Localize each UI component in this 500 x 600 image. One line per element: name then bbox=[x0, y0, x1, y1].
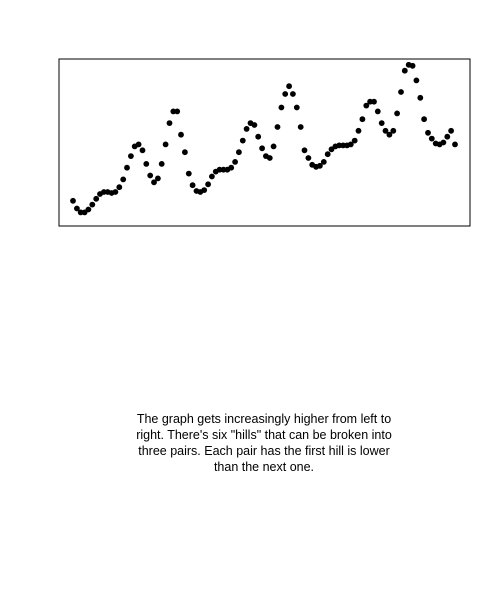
data-point bbox=[205, 181, 212, 188]
data-point bbox=[324, 151, 331, 158]
data-point bbox=[155, 175, 161, 182]
data-point bbox=[301, 147, 308, 154]
data-point bbox=[158, 161, 165, 167]
data-point bbox=[305, 155, 312, 161]
data-points bbox=[70, 61, 458, 216]
data-point bbox=[359, 116, 366, 123]
data-point bbox=[270, 143, 277, 150]
data-point bbox=[371, 98, 377, 105]
data-point bbox=[347, 141, 354, 148]
data-point bbox=[394, 110, 400, 117]
data-point bbox=[374, 108, 381, 115]
data-point bbox=[139, 147, 146, 154]
data-point bbox=[135, 141, 142, 148]
data-point bbox=[143, 161, 150, 167]
data-point bbox=[89, 201, 96, 208]
data-point bbox=[320, 159, 327, 165]
data-point bbox=[124, 164, 130, 171]
data-point bbox=[398, 89, 404, 95]
data-point bbox=[185, 170, 192, 177]
data-point bbox=[386, 131, 393, 138]
data-point bbox=[452, 141, 458, 148]
data-point bbox=[444, 133, 451, 140]
data-point bbox=[85, 206, 92, 213]
data-point bbox=[286, 83, 292, 90]
data-point bbox=[236, 149, 242, 156]
data-point bbox=[390, 127, 397, 134]
data-point bbox=[127, 153, 134, 160]
data-point bbox=[243, 125, 250, 132]
data-point bbox=[317, 162, 323, 169]
data-point bbox=[425, 129, 431, 136]
data-point bbox=[70, 197, 76, 204]
scatter-plot bbox=[58, 58, 471, 227]
data-point bbox=[189, 182, 196, 189]
plot-frame bbox=[58, 58, 471, 227]
data-point bbox=[151, 179, 157, 186]
data-point bbox=[209, 173, 215, 180]
data-point bbox=[162, 141, 169, 148]
data-point bbox=[120, 176, 127, 183]
data-point bbox=[413, 77, 420, 84]
data-point bbox=[116, 184, 123, 191]
data-point bbox=[93, 195, 100, 202]
data-point bbox=[382, 127, 389, 134]
data-point bbox=[147, 172, 154, 179]
data-point bbox=[74, 205, 80, 212]
data-point bbox=[448, 127, 454, 134]
data-point bbox=[401, 67, 408, 74]
data-point bbox=[282, 91, 289, 97]
data-point bbox=[378, 120, 385, 126]
data-point bbox=[351, 137, 358, 144]
data-point bbox=[232, 159, 239, 165]
data-point bbox=[259, 145, 265, 152]
chart-caption: The graph gets increasingly higher from … bbox=[136, 412, 392, 474]
data-point bbox=[440, 139, 447, 146]
data-point bbox=[239, 137, 246, 144]
data-point bbox=[293, 104, 300, 111]
data-point bbox=[182, 149, 188, 156]
data-point bbox=[409, 62, 416, 69]
data-point bbox=[290, 91, 296, 97]
data-point bbox=[228, 164, 235, 171]
data-point bbox=[428, 135, 435, 142]
data-point bbox=[178, 131, 184, 138]
data-point bbox=[297, 124, 304, 130]
data-point bbox=[274, 124, 281, 130]
data-point bbox=[112, 189, 119, 195]
data-point bbox=[417, 94, 424, 101]
data-point bbox=[251, 122, 258, 128]
data-point bbox=[421, 116, 427, 123]
data-point bbox=[166, 120, 173, 126]
data-point bbox=[363, 102, 370, 109]
data-point bbox=[174, 108, 181, 115]
data-point bbox=[278, 104, 285, 111]
data-point bbox=[266, 155, 273, 161]
data-point bbox=[255, 133, 262, 140]
data-point bbox=[201, 187, 208, 194]
data-point bbox=[355, 127, 362, 134]
